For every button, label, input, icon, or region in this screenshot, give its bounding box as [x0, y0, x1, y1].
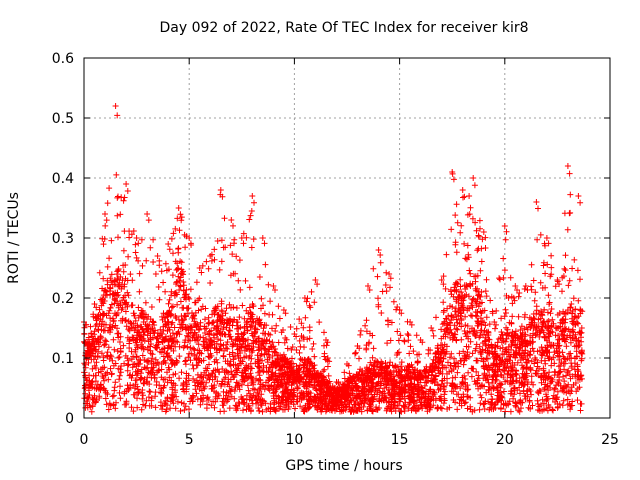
x-tick-label: 20	[496, 432, 514, 448]
y-tick-label: 0	[65, 411, 74, 427]
x-tick-label: 0	[80, 432, 89, 448]
x-tick-label: 10	[285, 432, 303, 448]
y-tick-labels: 0 0.1 0.2 0.3 0.4 0.5 0.6	[52, 51, 74, 427]
y-tick-label: 0.3	[52, 231, 74, 247]
x-tick-label: 25	[601, 432, 619, 448]
y-tick-label: 0.1	[52, 351, 74, 367]
y-axis-label: ROTI / TECUs	[6, 192, 22, 284]
y-tick-label: 0.4	[52, 171, 74, 187]
chart-title: Day 092 of 2022, Rate Of TEC Index for r…	[159, 20, 528, 36]
y-tick-label: 0.2	[52, 291, 74, 307]
data-points	[81, 103, 586, 415]
y-tick-label: 0.5	[52, 111, 74, 127]
x-axis-label: GPS time / hours	[285, 458, 402, 474]
x-tick-label: 15	[391, 432, 409, 448]
roti-points	[81, 103, 586, 415]
axis-ticks	[83, 57, 611, 419]
x-tick-label: 5	[185, 432, 194, 448]
y-tick-label: 0.6	[52, 51, 74, 67]
x-tick-labels: 0 5 10 15 20 25	[80, 432, 619, 448]
